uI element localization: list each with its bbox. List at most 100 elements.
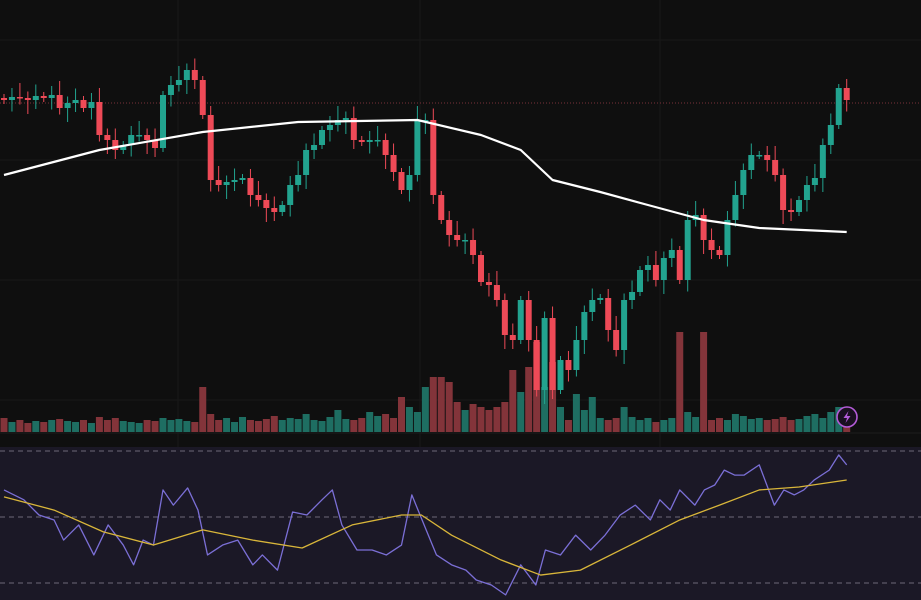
volume-bar: [557, 407, 564, 432]
candle-body: [454, 235, 461, 240]
volume-bar: [310, 420, 318, 432]
candle-body: [581, 312, 588, 340]
volume-bar: [390, 418, 398, 432]
candle-body: [319, 130, 325, 145]
volume-bar: [254, 421, 262, 432]
volume-bar: [469, 404, 477, 432]
volume-bar: [246, 420, 254, 432]
volume-bar: [318, 421, 326, 432]
candle-body: [366, 140, 373, 142]
candle-body: [843, 88, 850, 100]
candle-body: [621, 300, 628, 350]
candle-body: [183, 70, 190, 80]
candle-body: [223, 182, 230, 185]
candle-body: [160, 95, 166, 148]
volume-bar: [676, 332, 684, 432]
candle-body: [88, 102, 95, 108]
candle-body: [231, 180, 238, 182]
volume-bar: [374, 416, 382, 432]
volume-bar: [461, 410, 469, 432]
volume-bar: [398, 397, 405, 432]
volume-bar: [350, 420, 358, 432]
volume-bar: [342, 419, 350, 432]
volume-bar: [564, 420, 572, 432]
volume-bar: [803, 416, 811, 432]
candle-body: [788, 210, 795, 212]
candle-body: [700, 215, 707, 240]
volume-bar: [40, 422, 48, 432]
candle-body: [517, 300, 524, 340]
candle-body: [796, 200, 802, 212]
candle-body: [48, 95, 55, 98]
candle-body: [613, 330, 620, 350]
volume-bar: [199, 387, 207, 432]
volume-bar: [167, 420, 175, 432]
volume-bar: [827, 412, 835, 432]
candle-body: [629, 292, 636, 300]
candle-body: [358, 140, 365, 142]
volume-bar: [437, 377, 445, 432]
candle-body: [207, 115, 214, 180]
volume-bar: [151, 421, 159, 432]
volume-bar: [628, 417, 636, 432]
rsi-panel: [0, 447, 921, 600]
lightning-icon[interactable]: [836, 406, 858, 428]
volume-bar: [477, 407, 485, 432]
volume-bar: [739, 416, 747, 432]
volume-bar: [596, 418, 604, 432]
volume-bar: [700, 332, 708, 432]
candle-body: [390, 155, 397, 172]
candle-body: [167, 85, 174, 95]
volume-bar: [111, 418, 119, 432]
candle-body: [732, 195, 739, 220]
volume-bar: [135, 423, 143, 432]
volume-bar: [239, 417, 246, 432]
candle-body: [104, 135, 111, 140]
candle-body: [128, 135, 135, 145]
volume-bar: [72, 422, 80, 432]
volume-bar: [572, 394, 580, 432]
candle-body: [334, 120, 341, 125]
candle-body: [16, 97, 23, 99]
candle-body: [803, 185, 810, 200]
candle-body: [565, 360, 572, 370]
candle-body: [303, 150, 310, 175]
volume-bar: [8, 422, 16, 432]
candle-body: [470, 240, 477, 255]
candle-body: [326, 125, 333, 130]
volume-bar: [270, 416, 278, 432]
candle-body: [557, 360, 564, 390]
volume-bar: [231, 422, 239, 432]
candle-body: [136, 135, 143, 137]
candle-body: [835, 88, 842, 125]
candle-body: [374, 140, 381, 142]
volume-bar: [215, 420, 223, 432]
volume-bar: [747, 419, 755, 432]
candle-body: [255, 195, 262, 200]
candle-body: [573, 340, 580, 370]
volume-bar: [588, 397, 596, 432]
volume-bar: [485, 410, 493, 432]
rsi-lines: [3, 454, 848, 596]
candle-body: [152, 140, 159, 148]
candle-body: [772, 160, 779, 175]
candle-body: [740, 170, 747, 195]
candle-body: [64, 103, 71, 108]
candle-body: [716, 250, 723, 255]
candle-body: [199, 80, 206, 115]
candle-body: [660, 258, 667, 280]
candle-body: [589, 300, 596, 312]
candle-body: [295, 175, 302, 185]
candle-body: [215, 180, 222, 185]
candle-body: [406, 175, 413, 190]
volume-bar: [16, 420, 24, 432]
volume-bar: [191, 422, 199, 432]
volume-bar: [127, 422, 135, 432]
candle-body: [764, 155, 771, 160]
candle-body: [668, 250, 675, 258]
candle-body: [493, 285, 500, 300]
candle-body: [247, 178, 254, 195]
volume-bar: [286, 418, 294, 432]
